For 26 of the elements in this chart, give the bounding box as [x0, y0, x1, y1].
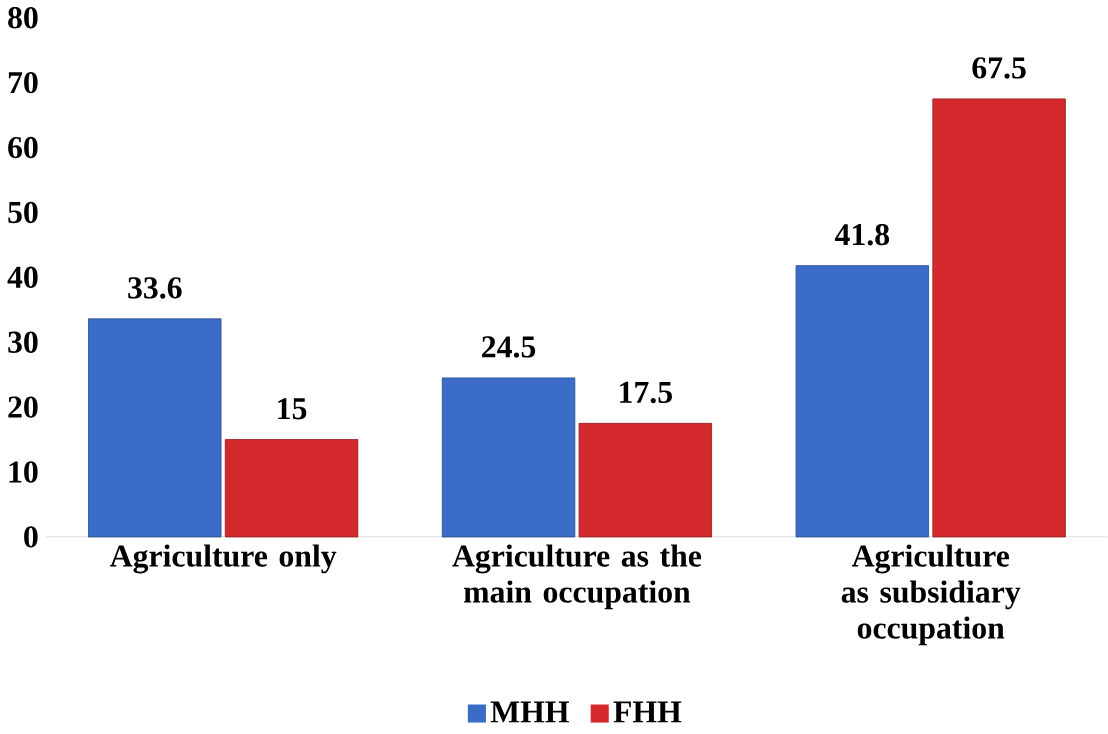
data-label: 15	[278, 398, 307, 420]
y-tick-label: 20	[8, 396, 38, 418]
bar	[932, 98, 1066, 538]
y-tick-label: 70	[8, 71, 38, 94]
y-tick-label: 60	[8, 136, 38, 159]
bar	[224, 439, 359, 538]
y-tick-label: 40	[7, 266, 38, 289]
data-label: 33.6	[128, 277, 182, 299]
x-tick-label: Agriculture only	[109, 544, 337, 574]
x-tick-label: Agriculture as subsidiary occupation	[841, 544, 1021, 646]
data-label: 67.5	[972, 57, 1026, 79]
legend-label: FHH	[613, 701, 682, 723]
bar	[795, 265, 930, 538]
bar	[88, 318, 222, 538]
y-tick-label: 0	[24, 526, 38, 548]
y-tick-label: 80	[8, 7, 38, 29]
y-tick-label: 30	[8, 331, 38, 353]
data-label: 24.5	[482, 336, 536, 358]
bar	[578, 422, 713, 538]
y-tick-label: 10	[9, 461, 38, 483]
y-tick-label: 50	[8, 201, 38, 224]
bar	[441, 377, 576, 538]
data-label: 41.8	[834, 223, 890, 246]
x-tick-label: Agriculture as the main occupation	[452, 544, 702, 610]
legend-label: MHH	[490, 701, 570, 723]
data-label: 17.5	[620, 381, 672, 404]
